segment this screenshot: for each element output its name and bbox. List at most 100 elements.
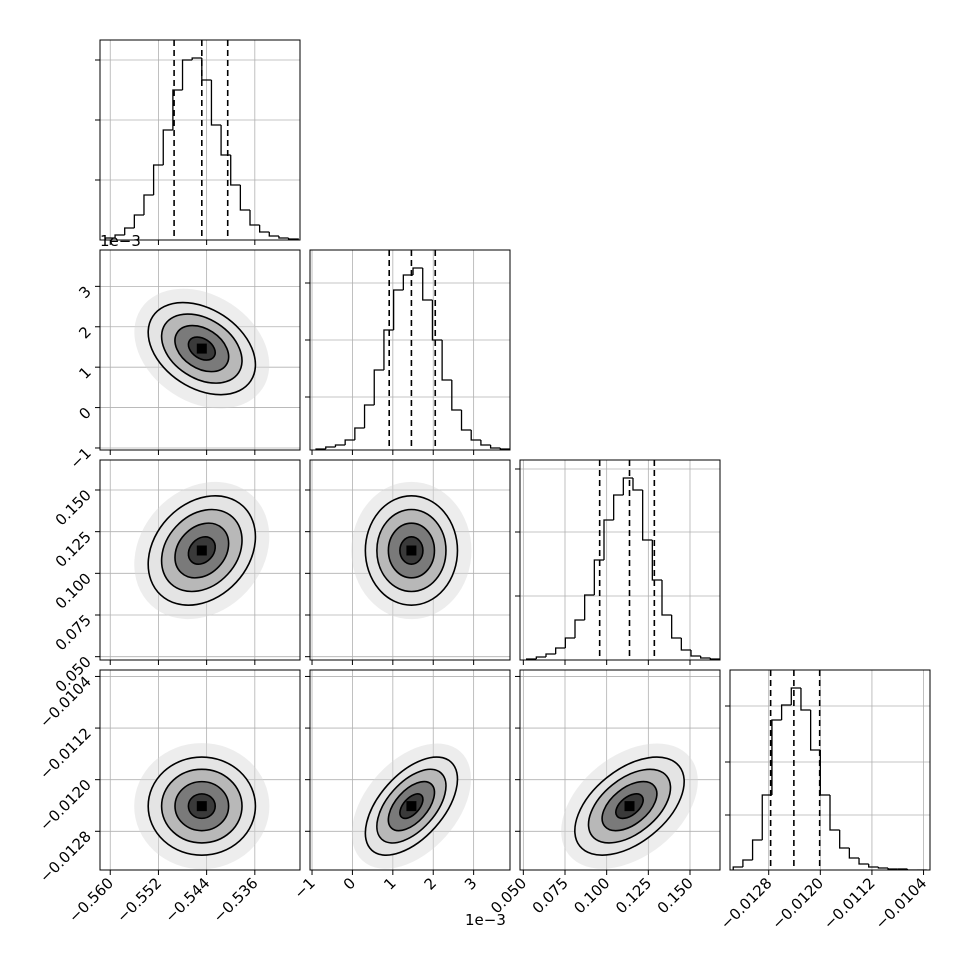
x-tick-label: −0.552 <box>113 874 165 926</box>
histogram-bar <box>470 430 481 441</box>
histogram-bar <box>354 427 365 440</box>
density-peak <box>196 545 207 556</box>
contour <box>187 536 217 565</box>
density-peak <box>406 545 417 556</box>
x-tick-label: −0.544 <box>161 874 213 926</box>
panel <box>520 460 720 660</box>
x-tick-label: −0.0104 <box>872 874 931 933</box>
histogram-bar <box>230 155 241 186</box>
y-tick-label: 1 <box>75 363 94 382</box>
histogram-bar <box>392 289 404 330</box>
histogram-bar <box>162 129 173 165</box>
contour <box>147 495 257 606</box>
histogram-bar <box>555 647 566 654</box>
x-tick-label: 3 <box>461 874 480 893</box>
histogram-bar <box>671 615 682 639</box>
histogram-bar <box>839 830 850 849</box>
contour <box>174 780 230 832</box>
histogram-bar <box>114 234 125 238</box>
panel-frame <box>99 669 301 871</box>
y-tick-label: 0.150 <box>52 486 95 529</box>
x-tick-label: −0.536 <box>210 874 262 926</box>
contour <box>387 780 436 832</box>
histogram-bar <box>239 185 250 211</box>
x-tick-label: −0.560 <box>65 874 117 926</box>
contour <box>601 780 658 832</box>
x-tick-label: −0.0112 <box>820 874 879 933</box>
contour <box>160 313 243 384</box>
panel <box>310 460 510 660</box>
histogram-bar <box>709 658 720 660</box>
histogram-bar <box>642 490 653 541</box>
histogram-bar <box>819 750 830 796</box>
histogram-bar <box>249 210 260 226</box>
y-tick-label: −0.0112 <box>36 724 95 783</box>
histogram-bar <box>906 869 918 870</box>
contour <box>587 768 672 844</box>
panel-frame <box>519 459 721 661</box>
histogram-bar <box>344 439 355 445</box>
histogram-bar <box>172 89 183 130</box>
panel-frame <box>309 249 511 451</box>
y-tick-label: 0.125 <box>52 528 95 571</box>
histogram-bar <box>868 864 879 868</box>
panel <box>100 460 300 660</box>
histogram-bar <box>278 236 289 239</box>
histogram-bar <box>489 445 501 449</box>
histogram-bar <box>412 267 423 275</box>
y-tick-label: 0 <box>75 404 94 423</box>
histogram-bar <box>460 410 472 431</box>
histogram-bar <box>181 59 193 90</box>
histogram-bar <box>800 688 811 711</box>
contour <box>364 756 459 856</box>
histogram-bar <box>732 866 743 870</box>
histogram-bar <box>858 858 869 865</box>
histogram-bar <box>402 274 414 290</box>
x-offset-label: 1e−3 <box>465 911 506 929</box>
histogram-bar <box>700 656 711 659</box>
contour <box>387 522 436 579</box>
histogram-bar <box>535 656 546 659</box>
panel <box>100 250 300 450</box>
contour <box>174 324 230 373</box>
panel-frame <box>519 669 721 871</box>
histogram-bar <box>622 477 633 495</box>
histogram-bar <box>809 710 821 751</box>
density-peak <box>196 343 207 354</box>
contour <box>574 756 685 856</box>
histogram-bar <box>325 446 336 449</box>
histogram-bar <box>451 380 462 411</box>
y-tick-label: −1 <box>66 444 94 472</box>
x-tick-label: 0.050 <box>487 874 530 917</box>
histogram-bar <box>829 795 840 831</box>
histogram-bar <box>790 687 801 705</box>
panel <box>730 670 930 870</box>
contour <box>399 793 424 820</box>
histogram-bar <box>780 704 792 720</box>
histogram-bar <box>603 519 614 560</box>
density-peak <box>406 801 417 812</box>
histogram-bar <box>751 839 763 860</box>
contour <box>376 768 447 844</box>
histogram-bar <box>613 494 624 520</box>
histogram-bar <box>584 594 595 620</box>
histogram-bar <box>373 369 384 405</box>
y-tick-label: 2 <box>75 323 94 342</box>
panel <box>310 670 510 870</box>
panel-frame <box>99 459 301 661</box>
x-tick-label: −0.0128 <box>717 874 776 933</box>
panel <box>520 670 720 870</box>
histogram-bar <box>104 237 116 240</box>
panel <box>310 250 510 450</box>
histogram-bar <box>564 637 575 648</box>
histogram-bar <box>191 57 202 60</box>
histogram-bar <box>480 440 491 446</box>
histogram-bar <box>422 268 433 301</box>
histogram-bar <box>661 580 672 616</box>
x-tick-label: 1 <box>380 874 399 893</box>
panel-frame <box>99 249 301 451</box>
density-peak <box>196 801 207 812</box>
contour <box>376 508 447 593</box>
histogram-bar <box>499 448 510 450</box>
